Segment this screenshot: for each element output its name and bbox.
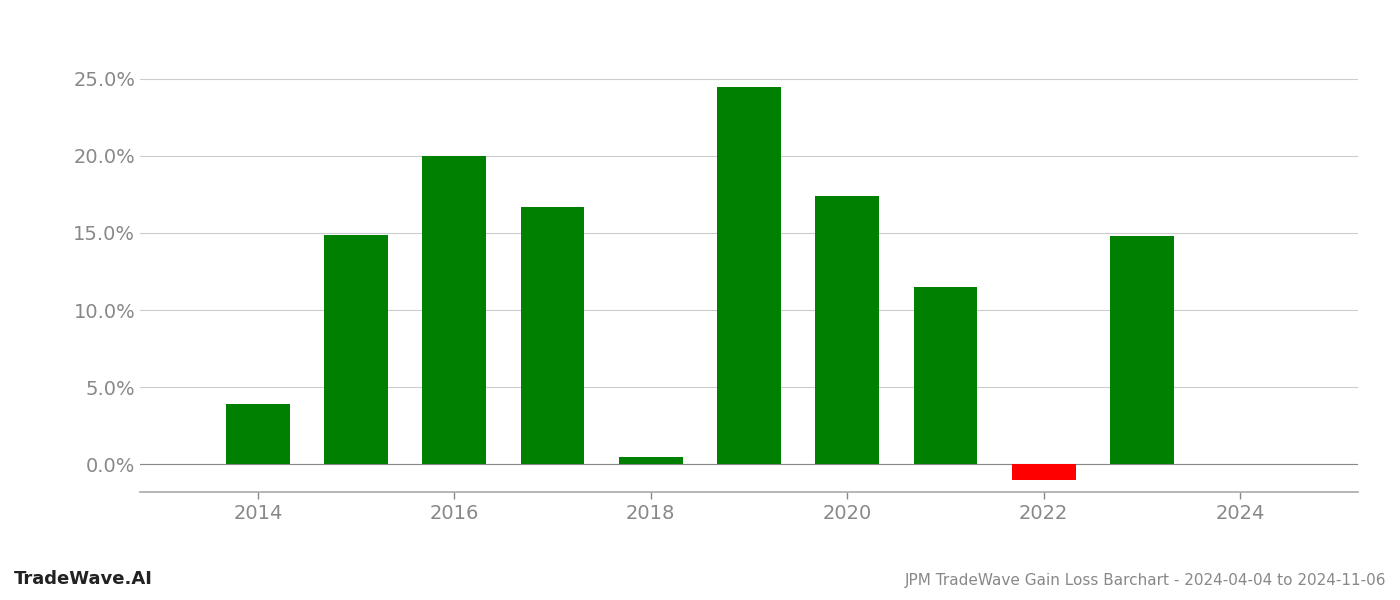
Bar bbox=[914, 287, 977, 464]
Bar bbox=[521, 207, 584, 464]
Bar bbox=[717, 86, 781, 464]
Bar bbox=[225, 404, 290, 464]
Bar bbox=[325, 235, 388, 464]
Bar bbox=[1012, 464, 1075, 479]
Bar bbox=[1110, 236, 1173, 464]
Bar bbox=[815, 196, 879, 464]
Bar bbox=[619, 457, 683, 464]
Text: TradeWave.AI: TradeWave.AI bbox=[14, 570, 153, 588]
Text: JPM TradeWave Gain Loss Barchart - 2024-04-04 to 2024-11-06: JPM TradeWave Gain Loss Barchart - 2024-… bbox=[904, 573, 1386, 588]
Bar bbox=[423, 156, 486, 464]
